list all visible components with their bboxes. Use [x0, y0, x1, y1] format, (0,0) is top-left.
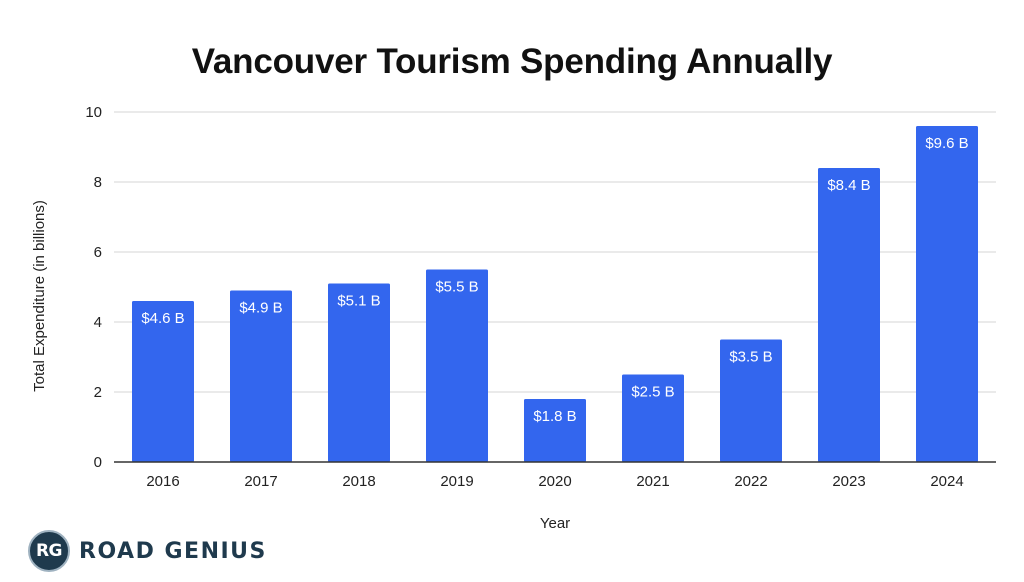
- x-tick-label: 2016: [146, 473, 179, 490]
- brand-badge-icon: RG: [28, 530, 70, 572]
- x-tick-label: 2022: [734, 473, 767, 490]
- bar-2021: [622, 374, 684, 462]
- x-tick-label: 2023: [832, 473, 865, 490]
- x-tick-label: 2021: [636, 473, 669, 490]
- bar-data-label: $4.9 B: [239, 300, 282, 317]
- bar-2017: [230, 290, 292, 462]
- bar-data-label: $4.6 B: [141, 310, 184, 327]
- y-tick-label: 8: [94, 174, 102, 191]
- x-axis-title: Year: [540, 515, 570, 532]
- bar-2020: [524, 399, 586, 462]
- bar-data-label: $5.5 B: [435, 279, 478, 296]
- x-tick-label: 2019: [440, 473, 473, 490]
- axes: 0 2 4 6 8 10 2016 2017 2018 2019 2020 2021 2022 2023 2…: [85, 104, 996, 490]
- bars: [132, 126, 978, 462]
- x-tick-label: 2024: [930, 473, 963, 490]
- y-tick-label: 6: [94, 244, 102, 261]
- bar-data-label: $5.1 B: [337, 293, 380, 310]
- bar-data-label: $1.8 B: [533, 408, 576, 425]
- bar-2023: [818, 168, 880, 462]
- bar-2022: [720, 339, 782, 462]
- x-tick-label: 2017: [244, 473, 277, 490]
- bar-data-label: $8.4 B: [827, 177, 870, 194]
- x-tick-label: 2020: [538, 473, 571, 490]
- bar-2018: [328, 283, 390, 462]
- bar-2016: [132, 301, 194, 462]
- chart-title: Vancouver Tourism Spending Annually: [191, 42, 833, 81]
- y-axis-title: Total Expenditure (in billions): [31, 200, 48, 392]
- x-tick-label: 2018: [342, 473, 375, 490]
- bar-2019: [426, 269, 488, 462]
- y-tick-label: 10: [85, 104, 102, 121]
- bar-data-labels: $4.6 B $4.9 B $5.1 B $5.5 B $1.8 B $2.5 B $3.5…: [141, 135, 968, 425]
- brand-logo: RG ROAD GENIUS: [28, 528, 267, 574]
- bar-data-label: $3.5 B: [729, 349, 772, 366]
- y-tick-label: 0: [94, 454, 102, 471]
- bar-2024: [916, 126, 978, 462]
- y-tick-label: 2: [94, 384, 102, 401]
- bar-data-label: $2.5 B: [631, 384, 674, 401]
- bar-data-label: $9.6 B: [925, 135, 968, 152]
- y-tick-label: 4: [94, 314, 102, 331]
- brand-name: ROAD GENIUS: [79, 538, 267, 564]
